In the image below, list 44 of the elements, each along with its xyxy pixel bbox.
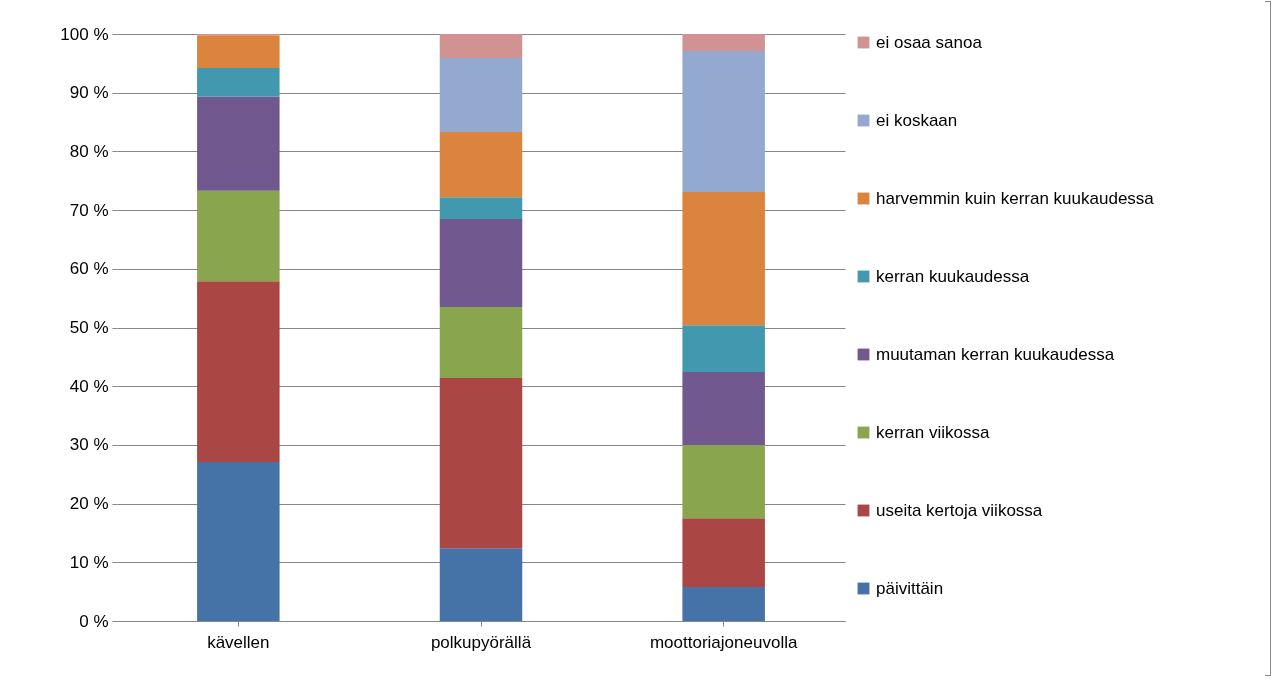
legend-label: päivittäin (876, 578, 944, 598)
y-tick-label: 70 % (69, 200, 109, 220)
bar (439, 34, 523, 59)
bar (439, 548, 523, 621)
y-tick-label: 40 % (69, 376, 109, 396)
y-tick-label: 100 % (60, 24, 109, 44)
y-tick-label: 10 % (69, 552, 109, 572)
x-tick-label: polkupyörällä (430, 632, 532, 652)
legend-label: kerran kuukaudessa (876, 266, 1030, 286)
bar (682, 518, 765, 587)
bar (439, 306, 523, 378)
bar (197, 461, 280, 621)
bar (197, 281, 280, 462)
bar (197, 96, 280, 191)
legend-label: useita kertoja viikossa (876, 500, 1043, 520)
bar (682, 372, 765, 445)
bar (682, 191, 765, 326)
bar (439, 377, 523, 549)
legend-label: ei osaa sanoa (876, 32, 983, 52)
bar (682, 34, 765, 52)
y-tick-label: 30 % (69, 435, 109, 455)
bar (197, 35, 280, 69)
bar (439, 58, 523, 133)
bar (439, 132, 523, 198)
y-tick-label: 80 % (69, 141, 109, 161)
y-tick-label: 0 % (79, 611, 109, 631)
y-tick-label: 20 % (69, 494, 109, 514)
bar (197, 190, 280, 282)
bar (682, 325, 765, 373)
legend-label: harvemmin kuin kerran kuukaudessa (876, 188, 1155, 208)
y-tick-label: 50 % (69, 318, 109, 337)
bar (682, 51, 765, 192)
legend-label: ei koskaan (876, 110, 958, 130)
bar (197, 68, 280, 97)
bar (439, 218, 523, 307)
bar (682, 586, 765, 621)
x-tick-label: kävellen (207, 632, 270, 652)
y-tick-label: 60 % (69, 259, 109, 279)
y-tick-label: 90 % (69, 83, 109, 103)
x-tick-label: moottoriajoneuvolla (649, 632, 798, 652)
bar (682, 444, 765, 519)
bar (439, 197, 523, 219)
legend-label: kerran viikossa (876, 422, 990, 442)
legend-label: muutaman kerran kuukaudessa (876, 344, 1115, 364)
